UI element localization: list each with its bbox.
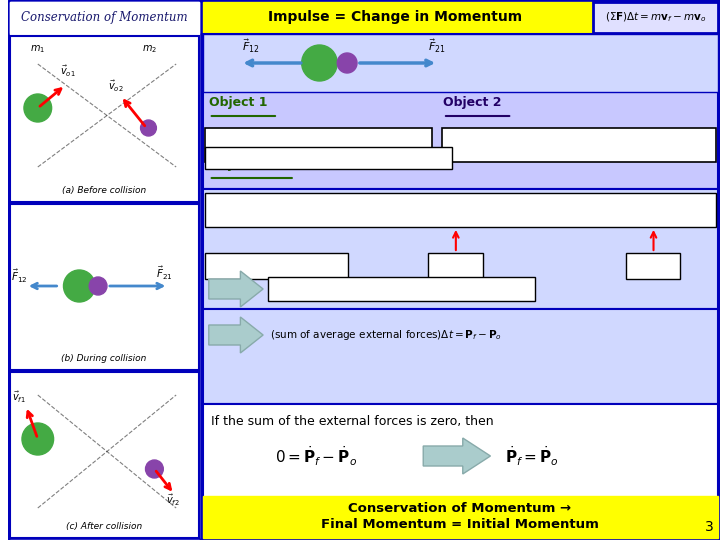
FancyBboxPatch shape bbox=[10, 2, 199, 33]
Text: Conservation of Momentum →: Conservation of Momentum → bbox=[348, 503, 572, 516]
FancyBboxPatch shape bbox=[428, 253, 482, 279]
FancyBboxPatch shape bbox=[203, 34, 718, 92]
Text: (b) During collision: (b) During collision bbox=[61, 354, 147, 363]
Text: $(\mathbf{W}_1+\vec{\mathbf{F}}_{12})\Delta t=m_1\mathbf{v}_{f1}-m_1\mathbf{v}_{: $(\mathbf{W}_1+\vec{\mathbf{F}}_{12})\De… bbox=[210, 137, 362, 153]
Text: $(\mathbf{W}_1+\mathbf{W}_2+\vec{\mathbf{F}}_{12}+\vec{\mathbf{F}}_{21})\Delta t: $(\mathbf{W}_1+\mathbf{W}_2+\vec{\mathbf… bbox=[210, 150, 346, 166]
FancyBboxPatch shape bbox=[593, 2, 718, 33]
Text: $(\mathrm{sum\ of\ average\ external\ forces})\Delta t=\mathbf{P}_f-\mathbf{P}_o: $(\mathrm{sum\ of\ average\ external\ fo… bbox=[270, 328, 502, 342]
FancyBboxPatch shape bbox=[442, 128, 716, 162]
Polygon shape bbox=[209, 271, 263, 307]
Text: $(\Sigma\mathbf{F})\Delta t = m\mathbf{v}_f - m\mathbf{v}_o$: $(\Sigma\mathbf{F})\Delta t = m\mathbf{v… bbox=[605, 10, 706, 24]
FancyBboxPatch shape bbox=[10, 2, 199, 538]
Circle shape bbox=[22, 423, 53, 455]
Text: If the sum of the external forces is zero, then: If the sum of the external forces is zer… bbox=[211, 415, 493, 429]
FancyBboxPatch shape bbox=[204, 128, 432, 162]
Text: Conservation of Momentum: Conservation of Momentum bbox=[21, 10, 187, 24]
FancyBboxPatch shape bbox=[10, 372, 199, 538]
Polygon shape bbox=[209, 317, 263, 353]
FancyBboxPatch shape bbox=[203, 189, 718, 309]
Circle shape bbox=[337, 53, 357, 73]
Circle shape bbox=[24, 94, 52, 122]
Text: $\vec{v}_{f2}$: $\vec{v}_{f2}$ bbox=[166, 492, 180, 508]
Text: (a) Before collision: (a) Before collision bbox=[62, 186, 146, 195]
Circle shape bbox=[145, 460, 163, 478]
FancyBboxPatch shape bbox=[204, 147, 452, 169]
FancyBboxPatch shape bbox=[203, 496, 718, 538]
Text: 3: 3 bbox=[705, 520, 714, 534]
FancyBboxPatch shape bbox=[10, 204, 199, 370]
Circle shape bbox=[63, 270, 95, 302]
Text: $\vec{v}_{o1}$: $\vec{v}_{o1}$ bbox=[60, 64, 75, 79]
Text: $\vec{\mathbf{F}}_{12}=-\vec{\mathbf{F}}_{21}$: $\vec{\mathbf{F}}_{12}=-\vec{\mathbf{F}}… bbox=[209, 256, 276, 275]
Text: $\vec{v}_{o2}$: $\vec{v}_{o2}$ bbox=[108, 79, 124, 94]
FancyBboxPatch shape bbox=[10, 36, 199, 202]
Text: Object 2: Object 2 bbox=[443, 96, 502, 109]
FancyBboxPatch shape bbox=[203, 404, 718, 538]
Text: $0=\dot{\mathbf{P}}_f-\dot{\mathbf{P}}_o$: $0=\dot{\mathbf{P}}_f-\dot{\mathbf{P}}_o… bbox=[275, 444, 357, 468]
Text: $\vec{F}_{12}$: $\vec{F}_{12}$ bbox=[11, 267, 27, 285]
Text: Object 1: Object 1 bbox=[209, 96, 267, 109]
FancyBboxPatch shape bbox=[626, 253, 680, 279]
Text: $\vec{v}_{f1}$: $\vec{v}_{f1}$ bbox=[12, 390, 26, 405]
Text: $\vec{F}_{21}$: $\vec{F}_{21}$ bbox=[428, 37, 446, 55]
Text: $m_1$: $m_1$ bbox=[30, 43, 45, 55]
Text: (c) After collision: (c) After collision bbox=[66, 522, 142, 531]
Text: $\mathbf{P}_o$: $\mathbf{P}_o$ bbox=[645, 259, 662, 274]
FancyBboxPatch shape bbox=[203, 2, 593, 33]
FancyBboxPatch shape bbox=[203, 309, 718, 404]
FancyBboxPatch shape bbox=[8, 0, 720, 540]
Text: Final Momentum = Initial Momentum: Final Momentum = Initial Momentum bbox=[321, 517, 599, 530]
Circle shape bbox=[302, 45, 337, 81]
Text: $\dot{\mathbf{P}}_f=\dot{\mathbf{P}}_o$: $\dot{\mathbf{P}}_f=\dot{\mathbf{P}}_o$ bbox=[505, 444, 559, 468]
Circle shape bbox=[89, 277, 107, 295]
Text: $m_2$: $m_2$ bbox=[142, 43, 157, 55]
FancyBboxPatch shape bbox=[204, 253, 348, 279]
Circle shape bbox=[140, 120, 156, 136]
FancyBboxPatch shape bbox=[268, 277, 535, 301]
Text: $\mathbf{P}_f$: $\mathbf{P}_f$ bbox=[448, 259, 464, 274]
Text: Objects 1+2: Objects 1+2 bbox=[209, 158, 294, 171]
Text: $(\mathbf{W}_1+\mathbf{W}_2)\Delta t=\mathbf{P}_f-\mathbf{P}_o$: $(\mathbf{W}_1+\mathbf{W}_2)\Delta t=\ma… bbox=[272, 282, 395, 296]
FancyBboxPatch shape bbox=[203, 34, 718, 189]
FancyBboxPatch shape bbox=[204, 193, 716, 227]
Text: Impulse = Change in Momentum: Impulse = Change in Momentum bbox=[269, 10, 523, 24]
Text: $(\mathbf{W}_2+\vec{\mathbf{F}}_{21})\Delta t=m_2\mathbf{v}_{f2}-m_2\mathbf{v}_{: $(\mathbf{W}_2+\vec{\mathbf{F}}_{21})\De… bbox=[447, 137, 599, 153]
Text: $\vec{F}_{12}$: $\vec{F}_{12}$ bbox=[243, 37, 260, 55]
Text: $\vec{F}_{21}$: $\vec{F}_{21}$ bbox=[156, 265, 173, 282]
Text: $=(m_1\mathbf{v}_{f1}+m_2\mathbf{v}_{f2})-(m_1\mathbf{v}_{o1}+m_2\mathbf{v}_{o2}: $=(m_1\mathbf{v}_{f1}+m_2\mathbf{v}_{f2}… bbox=[359, 203, 562, 217]
Polygon shape bbox=[423, 438, 490, 474]
